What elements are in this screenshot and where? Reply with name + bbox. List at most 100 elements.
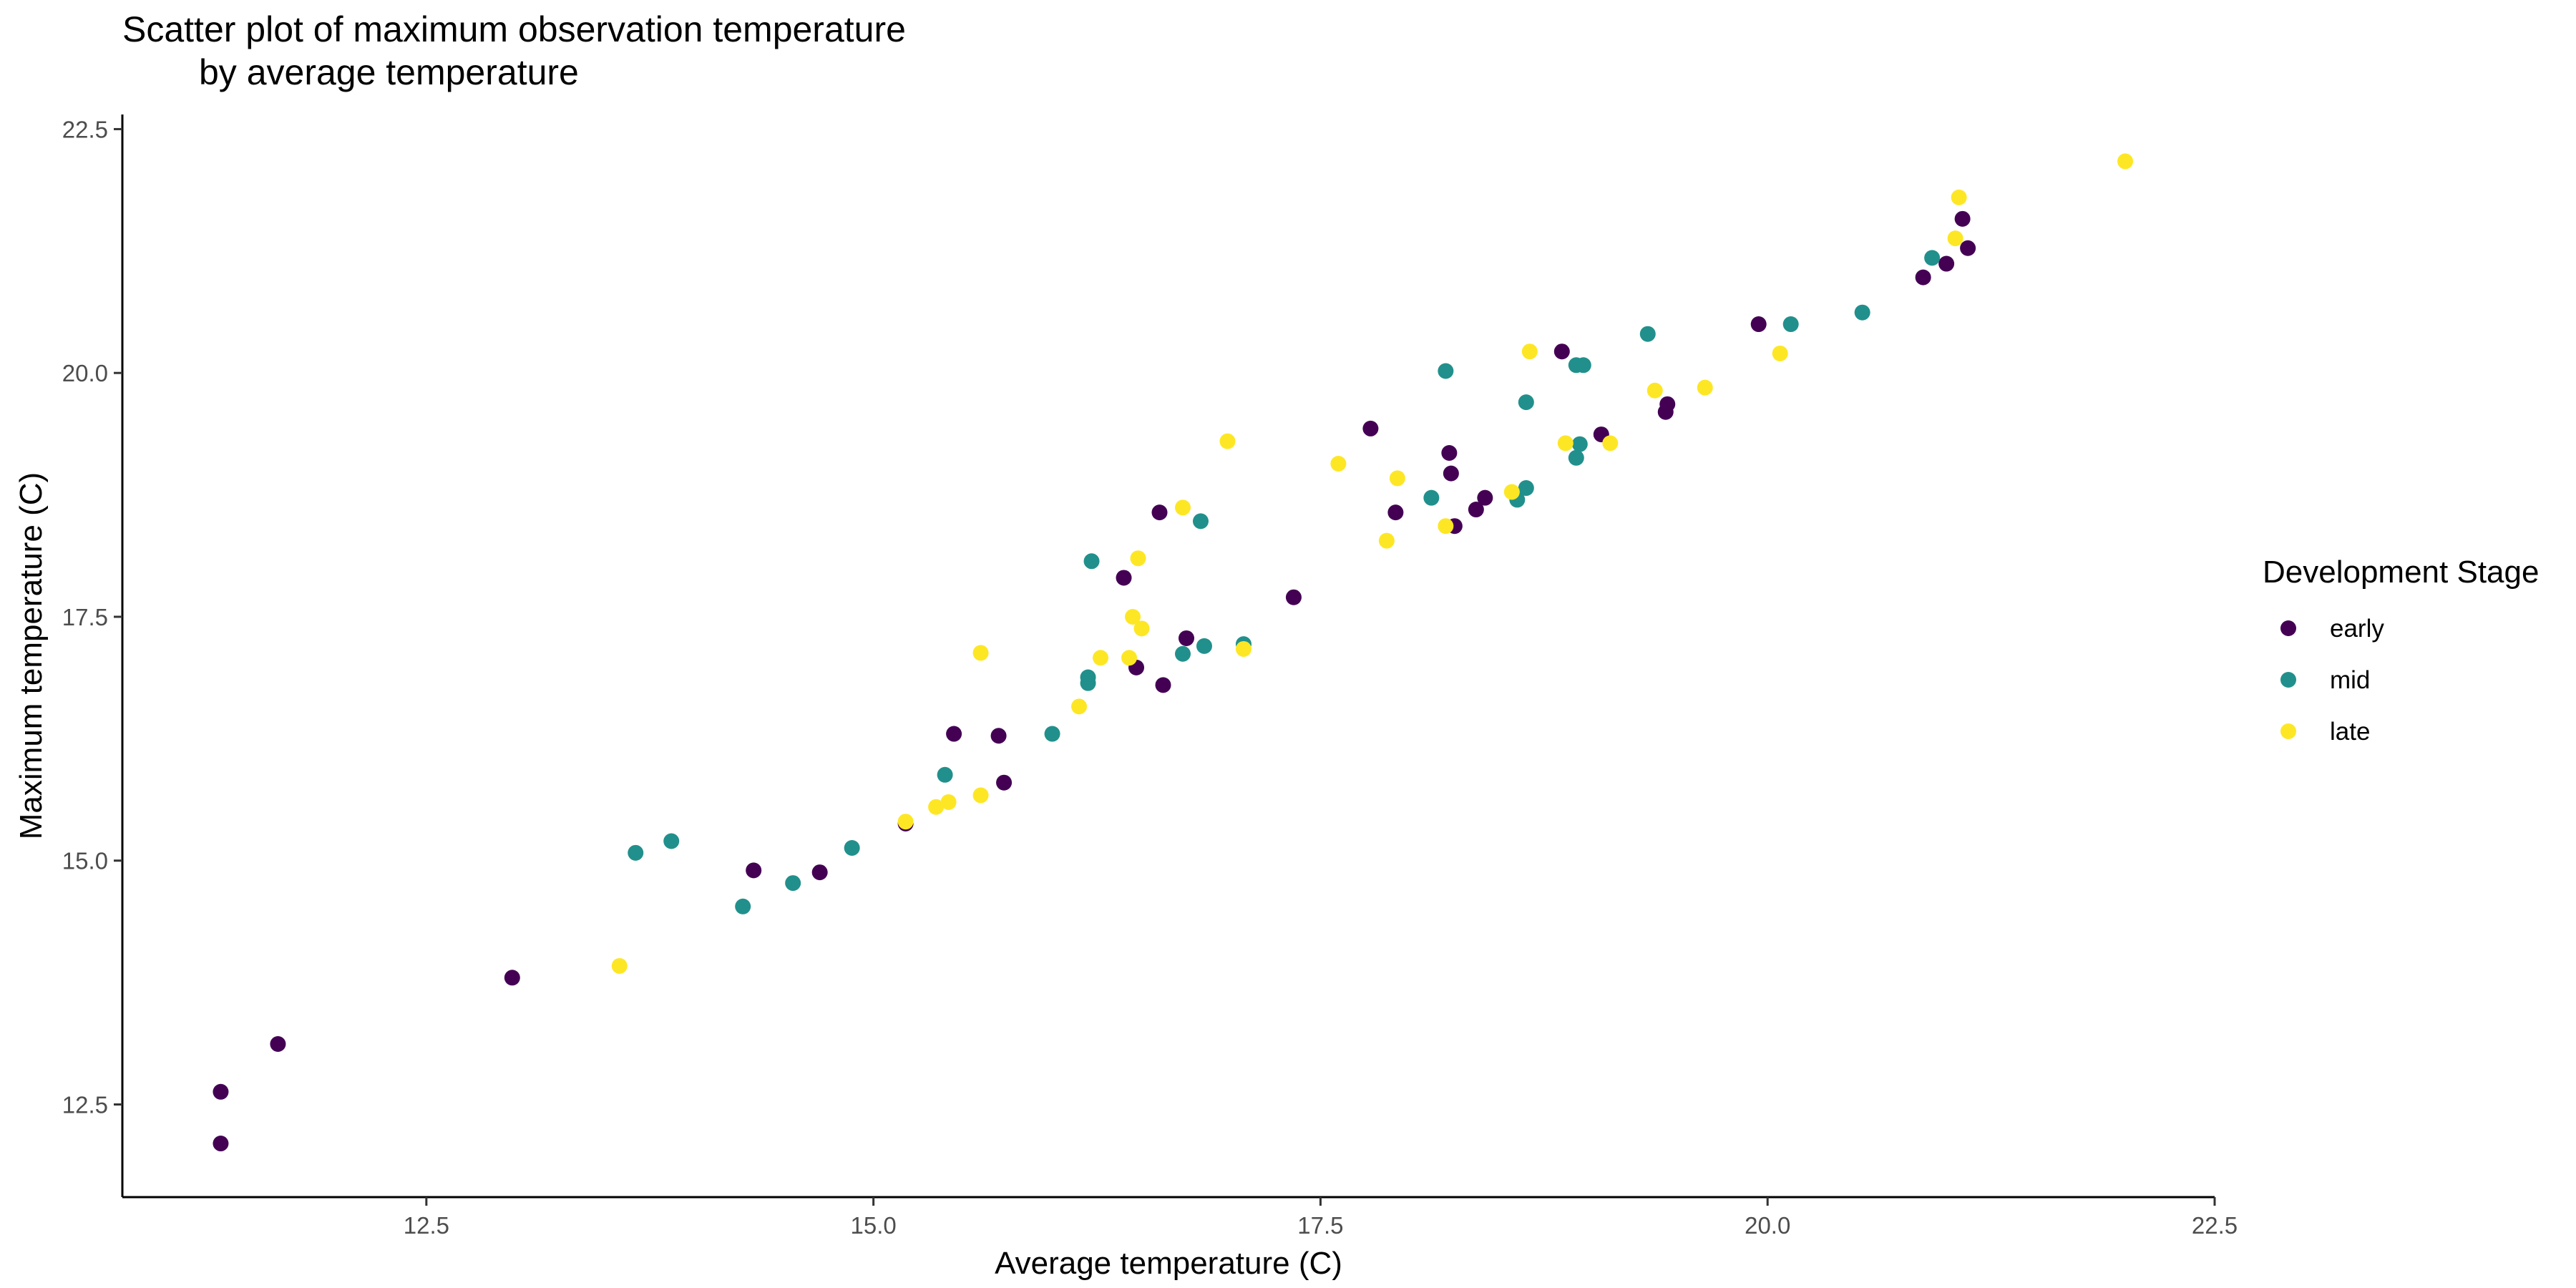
- data-point-late: [928, 799, 945, 815]
- data-point-mid: [663, 833, 680, 849]
- data-point-late: [1174, 499, 1191, 516]
- data-point-mid: [1639, 326, 1656, 342]
- y-tick-label: 22.5: [62, 116, 108, 142]
- data-point-early: [946, 726, 962, 742]
- legend-label-late: late: [2330, 718, 2370, 746]
- chart-title-line-2: by average temperature: [199, 52, 579, 92]
- data-point-late: [897, 814, 914, 830]
- data-point-early: [1151, 504, 1168, 521]
- y-tick-label: 15.0: [62, 848, 108, 874]
- data-point-early: [1443, 465, 1459, 482]
- data-point-late: [972, 645, 989, 661]
- data-point-mid: [1438, 363, 1454, 379]
- data-point-mid: [628, 844, 644, 861]
- data-point-mid: [1083, 553, 1100, 570]
- data-point-mid: [1571, 436, 1588, 452]
- data-point-late: [1219, 433, 1236, 449]
- y-tick-label: 20.0: [62, 360, 108, 386]
- points-group: [213, 153, 2134, 1152]
- data-point-mid: [1924, 250, 1941, 266]
- data-point-late: [972, 787, 989, 804]
- data-point-late: [1557, 435, 1574, 452]
- x-axis-title: Average temperature (C): [995, 1246, 1342, 1281]
- data-point-late: [1772, 345, 1788, 361]
- data-point-early: [1468, 502, 1484, 518]
- data-point-early: [213, 1136, 229, 1152]
- y-tick-label: 12.5: [62, 1092, 108, 1118]
- data-point-late: [1330, 455, 1347, 472]
- data-point-mid: [1080, 675, 1096, 691]
- data-point-mid: [1174, 645, 1191, 662]
- data-point-early: [1441, 444, 1458, 461]
- data-point-mid: [735, 898, 751, 914]
- legend: Development Stage early mid late: [2263, 555, 2539, 746]
- data-point-mid: [1518, 480, 1534, 497]
- legend-label-mid: mid: [2330, 666, 2370, 694]
- data-point-mid: [1568, 449, 1584, 466]
- data-point-mid: [1854, 304, 1870, 321]
- data-point-late: [1602, 435, 1619, 452]
- data-point-early: [270, 1035, 286, 1052]
- chart-title-line-1: Scatter plot of maximum observation temp…: [122, 9, 906, 49]
- data-point-early: [746, 862, 762, 879]
- data-point-mid: [937, 766, 953, 783]
- data-point-early: [990, 728, 1007, 744]
- data-point-early: [213, 1083, 229, 1100]
- data-point-early: [1178, 630, 1194, 646]
- data-point-late: [1947, 230, 1963, 247]
- data-point-early: [1750, 316, 1767, 333]
- data-point-late: [1389, 470, 1405, 487]
- data-point-early: [1362, 420, 1379, 436]
- data-point-early: [1387, 504, 1404, 521]
- data-point-late: [611, 957, 628, 974]
- legend-key-early: [2280, 620, 2296, 636]
- x-tick-label: 12.5: [404, 1212, 449, 1239]
- legend-title: Development Stage: [2263, 555, 2539, 590]
- data-point-late: [1378, 532, 1395, 549]
- legend-key-mid: [2280, 672, 2296, 688]
- data-point-late: [1133, 620, 1150, 637]
- legend-label-early: early: [2330, 615, 2384, 643]
- data-point-early: [1960, 240, 1976, 256]
- x-tick-label: 20.0: [1745, 1212, 1790, 1239]
- data-point-late: [1130, 550, 1146, 567]
- data-point-early: [1116, 570, 1132, 586]
- axes-group: 12.5 15.0 17.5 20.0 22.5 12.5 15.0 17.5 20.0 22.5…: [14, 114, 2238, 1281]
- data-point-early: [1954, 210, 1971, 227]
- data-point-late: [1093, 650, 1109, 666]
- data-point-early: [1915, 269, 1931, 286]
- data-point-late: [1125, 608, 1141, 625]
- x-tick-label: 22.5: [2192, 1212, 2238, 1239]
- data-point-late: [1071, 698, 1088, 715]
- data-point-late: [1521, 343, 1538, 360]
- data-point-mid: [1575, 357, 1591, 374]
- data-point-late: [1646, 382, 1663, 399]
- data-point-early: [1155, 677, 1171, 693]
- data-point-late: [1503, 484, 1520, 500]
- data-point-early: [1659, 396, 1676, 412]
- data-point-early: [1938, 255, 1955, 272]
- data-point-late: [1951, 189, 1967, 205]
- data-point-mid: [1782, 316, 1799, 333]
- x-tick-label: 17.5: [1297, 1212, 1343, 1239]
- data-point-early: [1477, 489, 1493, 506]
- data-point-early: [1553, 343, 1570, 360]
- data-point-mid: [1423, 489, 1440, 506]
- data-point-early: [811, 864, 828, 881]
- data-point-late: [2117, 153, 2134, 170]
- y-axis-title: Maximum temperature (C): [14, 472, 49, 839]
- y-tick-label: 17.5: [62, 604, 108, 630]
- data-point-early: [1285, 589, 1302, 605]
- data-point-late: [940, 794, 957, 810]
- data-point-mid: [785, 875, 801, 892]
- data-point-late: [1235, 640, 1252, 657]
- data-point-late: [1121, 650, 1138, 666]
- data-point-mid: [1192, 513, 1209, 530]
- data-point-late: [1438, 518, 1454, 535]
- data-point-early: [504, 970, 520, 986]
- legend-key-late: [2280, 723, 2296, 739]
- x-tick-label: 15.0: [851, 1212, 897, 1239]
- data-point-late: [1697, 379, 1713, 396]
- data-point-mid: [1518, 394, 1534, 411]
- data-point-early: [996, 774, 1013, 791]
